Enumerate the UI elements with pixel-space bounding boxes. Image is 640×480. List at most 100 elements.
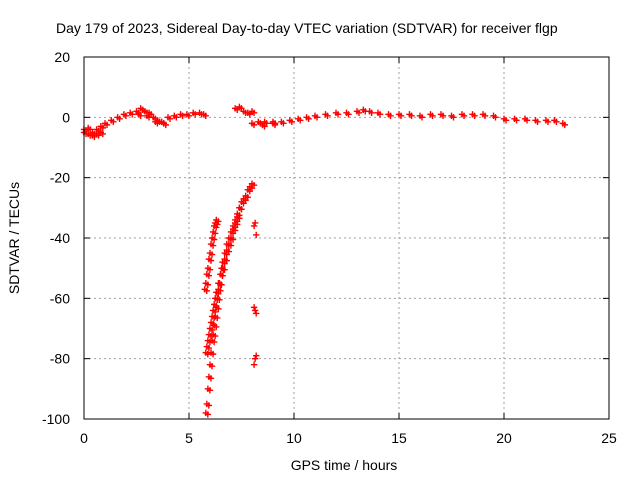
x-axis-label: GPS time / hours [291, 457, 398, 473]
data-point [217, 281, 224, 288]
data-point [236, 215, 243, 222]
data-point [387, 112, 394, 120]
data-point [251, 355, 259, 362]
data-point [280, 120, 287, 127]
data-point [345, 111, 352, 118]
data-point [205, 344, 213, 352]
data-point [251, 219, 259, 227]
data-point [513, 117, 520, 124]
data-point [534, 118, 541, 126]
data-point [204, 281, 211, 288]
data-point [250, 109, 258, 116]
y-tick-labels: 20 0 -20 -40 -60 -80 -100 [42, 49, 70, 427]
y-tick-label: 0 [62, 109, 70, 125]
data-point [211, 308, 219, 316]
data-point [204, 411, 211, 418]
data-point [227, 242, 235, 249]
data-point [211, 230, 219, 237]
data-point [253, 231, 260, 239]
data-point [206, 266, 214, 273]
data-point [110, 118, 117, 126]
data-point [208, 363, 216, 370]
data-point [408, 112, 415, 120]
data-point [334, 111, 342, 118]
data-points [80, 103, 568, 418]
x-tick-label: 20 [496, 430, 512, 446]
data-point [213, 224, 220, 231]
data-point [209, 320, 217, 328]
data-point [206, 338, 214, 346]
data-point [214, 221, 221, 228]
data-point [215, 218, 222, 225]
x-tick-label: 5 [185, 430, 193, 446]
y-tick-label: -20 [50, 170, 70, 186]
data-point [103, 121, 111, 129]
data-point [208, 326, 216, 334]
data-point [544, 118, 552, 126]
data-point [229, 236, 237, 243]
series-3 [202, 204, 245, 358]
data-point [253, 310, 260, 317]
data-point [213, 323, 220, 331]
data-point [223, 257, 230, 264]
data-point [397, 112, 405, 120]
x-tick-label: 25 [601, 430, 617, 446]
data-point [250, 121, 258, 129]
data-point [173, 114, 180, 121]
data-point [204, 350, 211, 358]
y-axis-label: SDTVAR / TECUs [6, 182, 22, 294]
data-point [99, 130, 106, 138]
data-point [129, 111, 136, 118]
data-point [206, 387, 214, 394]
data-point [450, 114, 457, 121]
data-point [250, 182, 258, 189]
data-point [481, 112, 489, 120]
data-point [492, 114, 499, 121]
data-point [192, 111, 199, 118]
data-point [250, 222, 258, 230]
data-point [439, 112, 447, 120]
data-point [271, 121, 279, 129]
chart-title: Day 179 of 2023, Sidereal Day-to-day VTE… [56, 20, 558, 36]
axis-ticks [83, 56, 610, 420]
data-point [205, 402, 213, 409]
x-tick-label: 15 [391, 430, 407, 446]
data-point [244, 194, 251, 201]
data-point [471, 112, 478, 120]
y-tick-label: -60 [50, 290, 70, 306]
data-point [99, 124, 106, 132]
data-point [368, 109, 375, 116]
data-point [185, 112, 193, 120]
data-point [210, 314, 218, 322]
data-point [205, 272, 213, 279]
x-tick-labels: 0 5 10 15 20 25 [80, 430, 617, 446]
data-point [219, 272, 226, 279]
data-point [116, 115, 123, 123]
data-point [213, 302, 220, 310]
data-point [137, 112, 144, 120]
series-5 [250, 219, 260, 368]
data-point [250, 361, 258, 368]
data-point [305, 115, 312, 123]
x-tick-label: 10 [286, 430, 302, 446]
y-tick-label: -100 [42, 411, 70, 427]
data-point [215, 290, 222, 297]
y-tick-label: 20 [54, 49, 70, 65]
data-point [209, 242, 217, 249]
data-point [207, 375, 215, 382]
data-point [355, 109, 363, 116]
data-point [210, 236, 218, 243]
data-point [261, 123, 268, 130]
data-point [231, 227, 239, 234]
data-point [460, 112, 468, 120]
data-point [502, 117, 510, 124]
data-point [418, 114, 426, 121]
data-point [324, 112, 331, 120]
data-point [162, 121, 169, 129]
series-0 [80, 103, 568, 138]
data-point [561, 121, 568, 129]
data-point [202, 112, 209, 120]
data-point [376, 111, 384, 118]
data-point [207, 332, 215, 340]
